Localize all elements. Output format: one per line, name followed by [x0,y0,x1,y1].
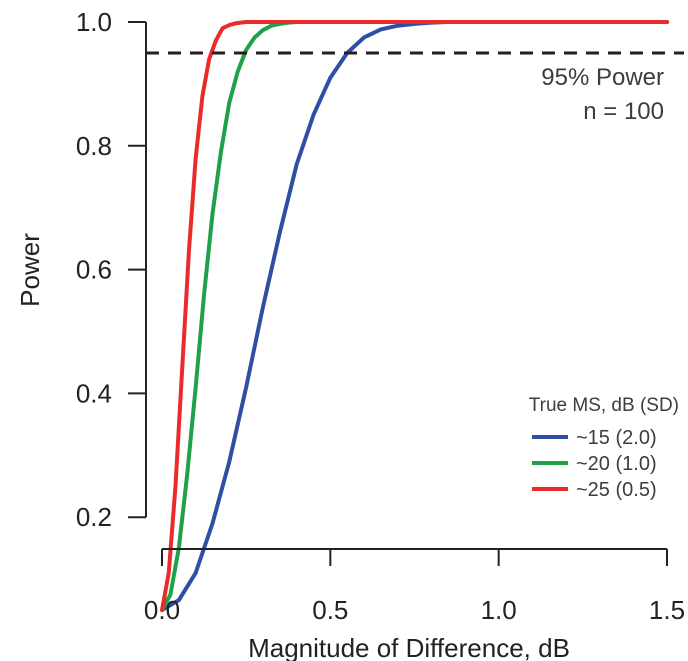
reference-annotation-line-1: 95% Power [541,64,664,91]
y-tick-label: 0.8 [76,131,112,161]
x-tick-label: 1.5 [649,595,685,625]
legend-title: True MS, dB (SD) [529,395,679,416]
series-line-3 [160,20,669,613]
x-tick-label: 0.0 [144,595,180,625]
y-tick-label: 0.2 [76,502,112,532]
text-layer: 95% Power n = 100 0.2 0.4 0.6 0.8 1.0 0.0 0.5 1.0… [15,7,685,661]
reference-annotation-line-2: n = 100 [583,98,664,125]
y-axis-title: Power [15,233,45,307]
legend-label-1: ~15 (2.0) [576,427,657,449]
legend-label-2: ~20 (1.0) [576,453,657,475]
axes-layer [128,21,668,566]
y-tick-label: 1.0 [76,7,112,37]
x-axis-title: Magnitude of Difference, dB [248,633,570,661]
series-layer [160,20,669,613]
x-tick-label: 0.5 [312,595,348,625]
y-tick-label: 0.6 [76,255,112,285]
legend-label-3: ~25 (0.5) [576,479,657,501]
x-tick-label: 1.0 [481,595,517,625]
y-tick-label: 0.4 [76,378,112,408]
